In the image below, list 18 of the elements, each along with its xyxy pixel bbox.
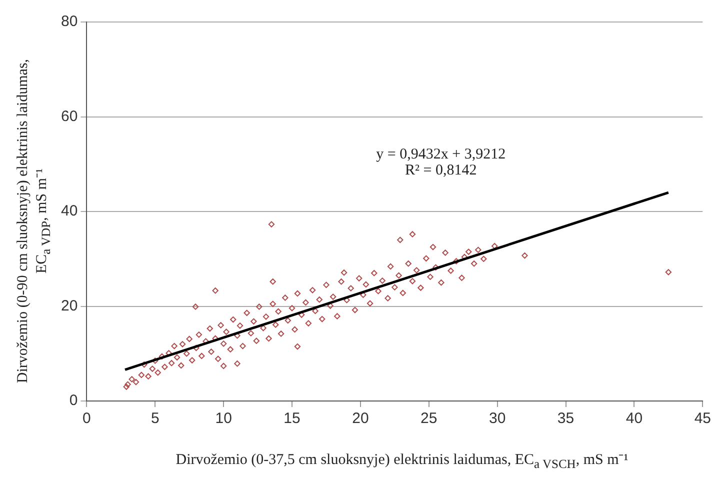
y-tick-label: 0 (69, 392, 78, 410)
y-tick-label: 80 (60, 13, 78, 30)
x-tick-label: 10 (215, 410, 232, 428)
annotation: y = 0,9432x + 3,9212 (376, 146, 506, 163)
x-tick-label: 40 (626, 410, 643, 428)
x-tick-label: 35 (557, 410, 574, 428)
x-tick-label: 30 (488, 410, 506, 428)
x-tick-label: 15 (284, 410, 300, 428)
x-axis-title: Dirvožemio (0-37,5 cm sluoksnyje) elektrinis laidumas, EC$_{a VSCH}$, mS m⁻¹ (174, 451, 630, 472)
x-tick-label: 45 (694, 410, 711, 428)
x-tick-label: 5 (150, 410, 160, 428)
annotation: R² = 0,8142 (405, 162, 477, 179)
y-tick-label: 20 (60, 297, 78, 314)
y-tick-label: 60 (60, 108, 78, 125)
x-tick-label: 0 (82, 410, 91, 428)
x-tick-label: 20 (352, 410, 369, 428)
y-tick-label: 40 (60, 202, 78, 220)
x-tick-label: 25 (420, 410, 438, 428)
